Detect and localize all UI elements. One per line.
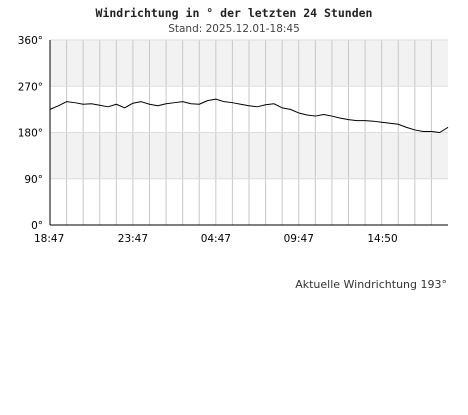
series-line (49, 98, 449, 133)
horizontal-gridlines (50, 39, 448, 180)
current-wind-direction: Aktuelle Windrichtung 193° (295, 278, 447, 291)
y-tick-label: 90° (24, 174, 43, 186)
x-tick-labels: 18:47 23:47 04:47 09:47 14:50 (34, 233, 398, 245)
x-tick-label: 09:47 (284, 233, 314, 245)
x-tick-label: 14:50 (367, 233, 397, 245)
y-tick-label: 0° (31, 220, 43, 232)
y-tick-labels: 0° 90° 180° 270° 360° (18, 35, 43, 232)
y-tick-label: 270° (18, 81, 43, 93)
x-tick-label: 23:47 (118, 233, 148, 245)
y-tick-label: 360° (18, 35, 43, 47)
series-group (49, 98, 449, 133)
x-tick-label: 18:47 (34, 233, 64, 245)
chart-subtitle: Stand: 2025.12.01-18:45 (168, 23, 300, 35)
chart-title: Windrichtung in ° der letzten 24 Stunden (96, 6, 373, 20)
y-tick-label: 180° (18, 128, 43, 140)
x-tick-label: 04:47 (201, 233, 231, 245)
axes (49, 40, 448, 226)
